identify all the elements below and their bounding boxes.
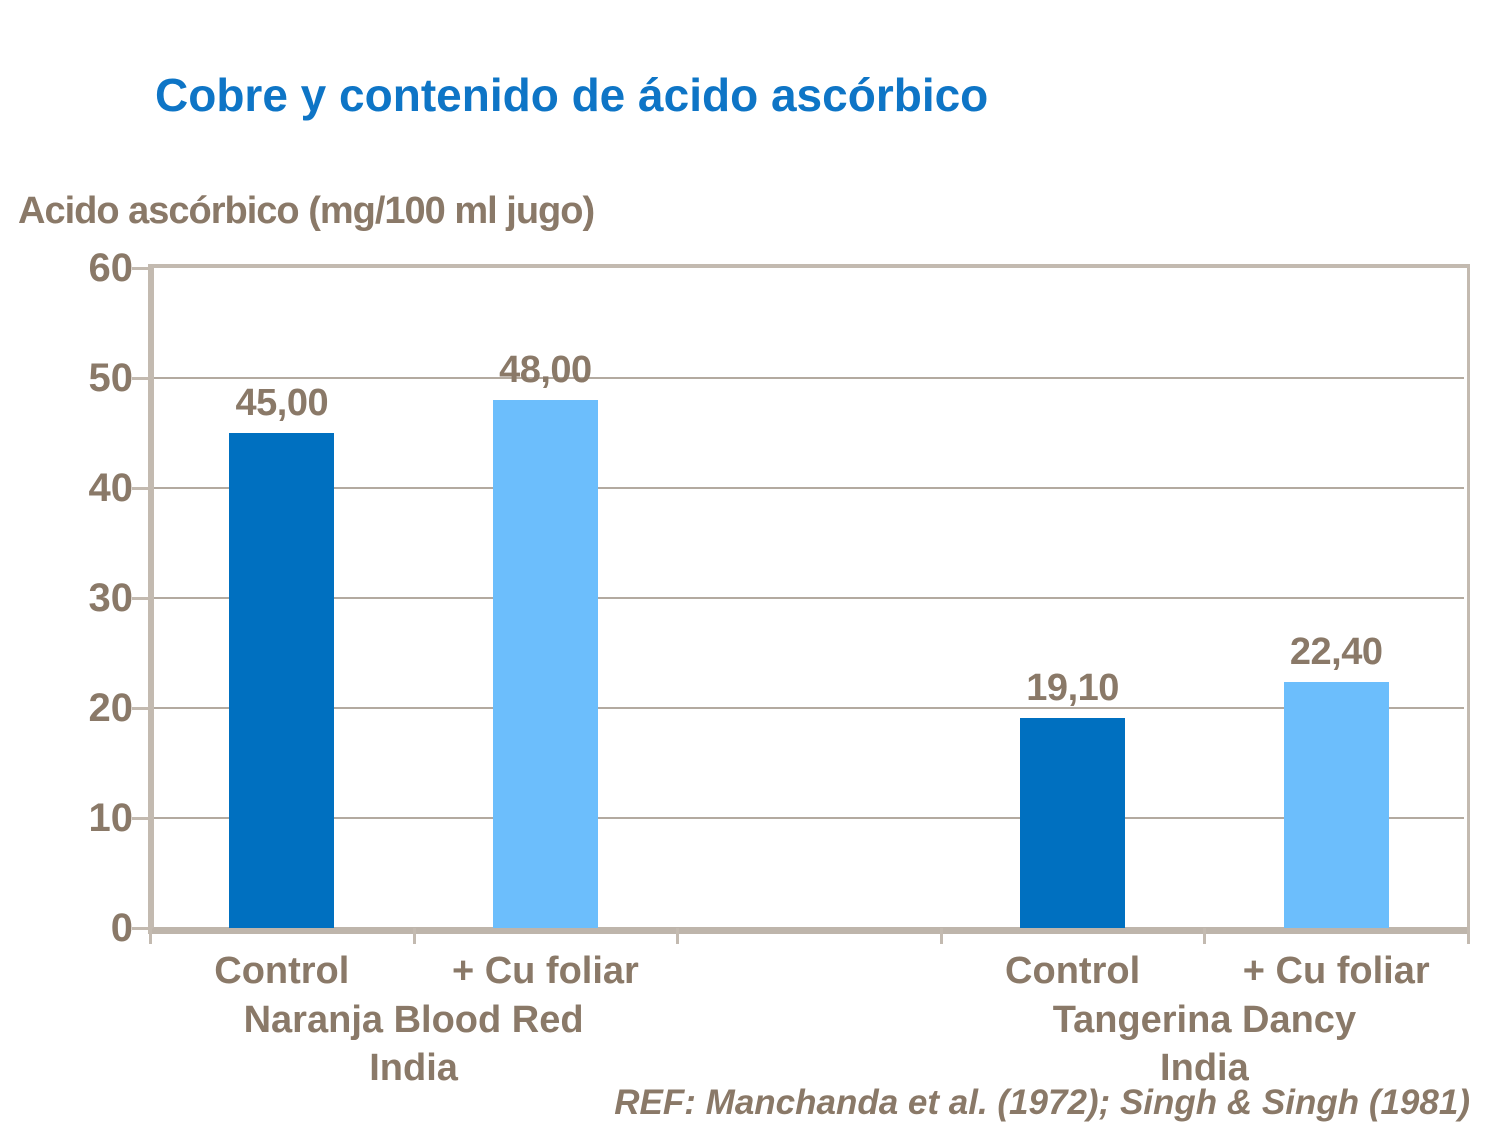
group-label-1: Tangerina Dancy India xyxy=(924,996,1484,1092)
y-tick-mark-30 xyxy=(132,597,148,600)
y-tick-mark-20 xyxy=(132,707,148,710)
bar-value-label-control-g0: 45,00 xyxy=(235,382,329,424)
y-tick-label-40: 40 xyxy=(88,466,134,510)
gridline-30 xyxy=(154,597,1464,599)
group-label-1-line-1: India xyxy=(1160,1047,1249,1089)
chart-title: Cobre y contenido de ácido ascórbico xyxy=(155,69,989,121)
gridline-40 xyxy=(154,487,1464,489)
y-tick-label-30: 30 xyxy=(88,576,134,620)
x-tick-mark-3 xyxy=(939,928,943,944)
bar-control-g1 xyxy=(1020,717,1126,928)
bar-value-label-cu-foliar-g1: 22,40 xyxy=(1289,630,1383,673)
y-tick-label-10: 10 xyxy=(88,796,134,840)
y-tick-label-60: 60 xyxy=(88,246,134,290)
bar-value-label-cu-foliar-g0: 48,00 xyxy=(499,349,592,391)
y-tick-mark-10 xyxy=(132,817,148,820)
bar-cu-foliar-g1 xyxy=(1283,681,1389,928)
y-tick-mark-50 xyxy=(132,377,148,380)
group-label-1-line-0: Tangerina Dancy xyxy=(1052,999,1357,1041)
y-axis-title: Acido ascórbico (mg/100 ml jugo) xyxy=(18,190,595,232)
y-tick-mark-0 xyxy=(132,927,148,930)
bar-cu-foliar-g0 xyxy=(492,400,598,928)
bar-value-label-control-g1: 19,10 xyxy=(1026,666,1119,709)
category-label-control-g0: Control xyxy=(214,950,350,992)
reference-note: REF: Manchanda et al. (1972); Singh & Si… xyxy=(614,1083,1470,1122)
x-tick-mark-0 xyxy=(149,928,152,944)
category-label-cu-foliar-g0: + Cu foliar xyxy=(451,950,639,992)
x-tick-mark-4 xyxy=(1203,928,1207,944)
category-label-cu-foliar-g1: + Cu foliar xyxy=(1242,950,1430,992)
plot-area-frame xyxy=(148,264,1470,934)
y-tick-label-20: 20 xyxy=(88,686,134,730)
y-tick-mark-40 xyxy=(132,487,148,490)
y-tick-label-0: 0 xyxy=(110,906,133,950)
group-label-0-line-1: India xyxy=(369,1047,458,1089)
x-tick-mark-5 xyxy=(1467,928,1470,944)
x-tick-mark-2 xyxy=(676,928,680,944)
x-tick-mark-1 xyxy=(412,928,416,944)
gridline-50 xyxy=(154,377,1464,379)
gridline-20 xyxy=(154,707,1464,709)
gridline-10 xyxy=(154,817,1464,819)
group-label-0-line-0: Naranja Blood Red xyxy=(243,999,584,1041)
y-tick-label-50: 50 xyxy=(88,356,134,400)
bar-control-g0 xyxy=(229,433,335,928)
y-tick-mark-60 xyxy=(132,267,148,270)
group-label-0: Naranja Blood Red India xyxy=(134,996,694,1092)
category-label-control-g1: Control xyxy=(1005,950,1141,992)
